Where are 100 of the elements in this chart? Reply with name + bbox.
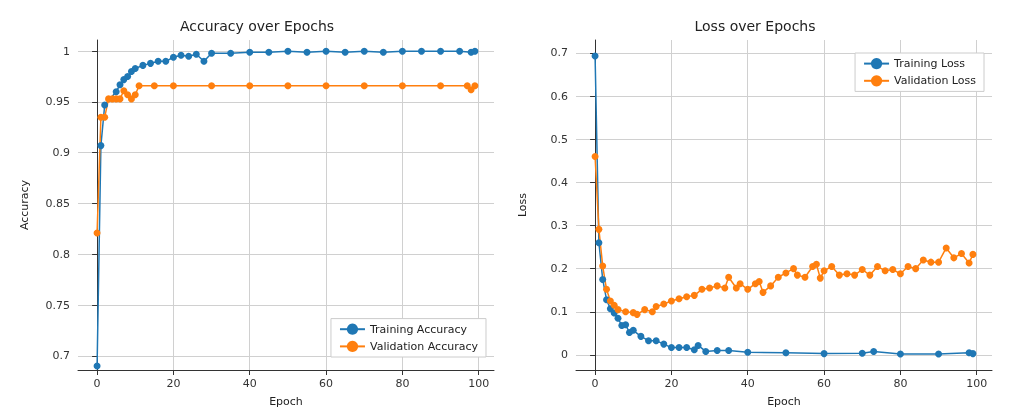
point	[150, 82, 158, 90]
point	[360, 82, 368, 90]
point	[896, 270, 904, 278]
point	[713, 347, 721, 355]
point	[131, 91, 139, 99]
point	[759, 288, 767, 296]
point	[820, 350, 828, 358]
point	[881, 267, 889, 275]
point	[912, 265, 920, 273]
point	[660, 300, 668, 308]
y-axis-title: Loss	[516, 192, 529, 218]
point	[702, 347, 710, 355]
point	[942, 244, 950, 252]
y-tick-label: 0.9	[52, 146, 70, 160]
x-tick-label: 20	[664, 377, 679, 390]
y-tick-label: 0.6	[550, 89, 568, 103]
point	[744, 348, 752, 356]
point	[456, 47, 464, 55]
point	[131, 64, 139, 72]
point	[957, 250, 965, 258]
point	[683, 344, 691, 352]
point	[227, 49, 235, 57]
point	[246, 82, 254, 90]
point	[437, 82, 445, 90]
x-tick-label: 40	[242, 377, 257, 390]
point	[755, 278, 763, 286]
point	[713, 282, 721, 290]
point	[614, 314, 622, 322]
point	[101, 101, 109, 109]
x-tick-label: 20	[166, 377, 181, 390]
point	[889, 265, 897, 273]
point	[660, 340, 668, 348]
x-tick-label: 0	[93, 377, 101, 390]
point	[437, 47, 445, 55]
y-tick-label: 0.4	[550, 175, 568, 189]
point	[744, 285, 752, 293]
point	[645, 337, 653, 345]
point	[667, 344, 675, 352]
point	[471, 47, 479, 55]
x-tick-label: 60	[817, 377, 832, 390]
y-tick-label: 0	[561, 348, 568, 362]
point	[208, 82, 216, 90]
point	[648, 308, 656, 316]
y-tick-label: 0.5	[550, 132, 568, 146]
point	[112, 88, 120, 96]
point	[398, 47, 406, 55]
point	[208, 49, 216, 57]
point	[116, 81, 124, 89]
point	[774, 273, 782, 281]
point	[591, 152, 599, 160]
point	[246, 48, 254, 56]
point	[675, 295, 683, 303]
point	[192, 50, 200, 58]
point	[950, 254, 958, 262]
point	[629, 326, 637, 334]
point	[793, 271, 801, 279]
legend-label: Training Loss	[893, 57, 966, 71]
point	[694, 341, 702, 349]
point	[162, 57, 170, 65]
y-tick-label: 0.7	[550, 46, 568, 60]
point	[595, 225, 603, 233]
point	[904, 262, 912, 270]
point	[360, 47, 368, 55]
point	[683, 293, 691, 301]
y-tick-label: 0.95	[45, 95, 70, 109]
y-axis-title: Accuracy	[18, 179, 31, 231]
point	[135, 82, 143, 90]
x-tick-label: 80	[893, 377, 908, 390]
point	[417, 47, 425, 55]
point	[599, 262, 607, 270]
y-tick-label: 1	[63, 44, 70, 58]
point	[139, 61, 147, 69]
point	[154, 57, 162, 65]
point	[935, 258, 943, 266]
x-tick-label: 100	[468, 377, 490, 390]
point	[767, 282, 775, 290]
point	[667, 297, 675, 305]
point	[858, 265, 866, 273]
chart-title: Loss over Epochs	[694, 18, 816, 34]
point	[782, 349, 790, 357]
point	[284, 47, 292, 55]
point	[284, 82, 292, 90]
x-tick-label: 80	[395, 377, 410, 390]
point	[690, 291, 698, 299]
point	[599, 275, 607, 283]
point	[851, 271, 859, 279]
point	[866, 271, 874, 279]
y-tick-label: 0.75	[45, 298, 70, 312]
point	[641, 306, 649, 314]
point	[200, 57, 208, 65]
legend-label: Training Accuracy	[368, 322, 468, 336]
point	[463, 82, 471, 90]
point	[595, 239, 603, 247]
legend-label: Validation Loss	[894, 74, 977, 88]
point	[969, 250, 977, 258]
point	[603, 285, 611, 293]
point	[790, 265, 798, 273]
point	[97, 142, 105, 150]
point	[169, 53, 177, 61]
point	[652, 303, 660, 311]
